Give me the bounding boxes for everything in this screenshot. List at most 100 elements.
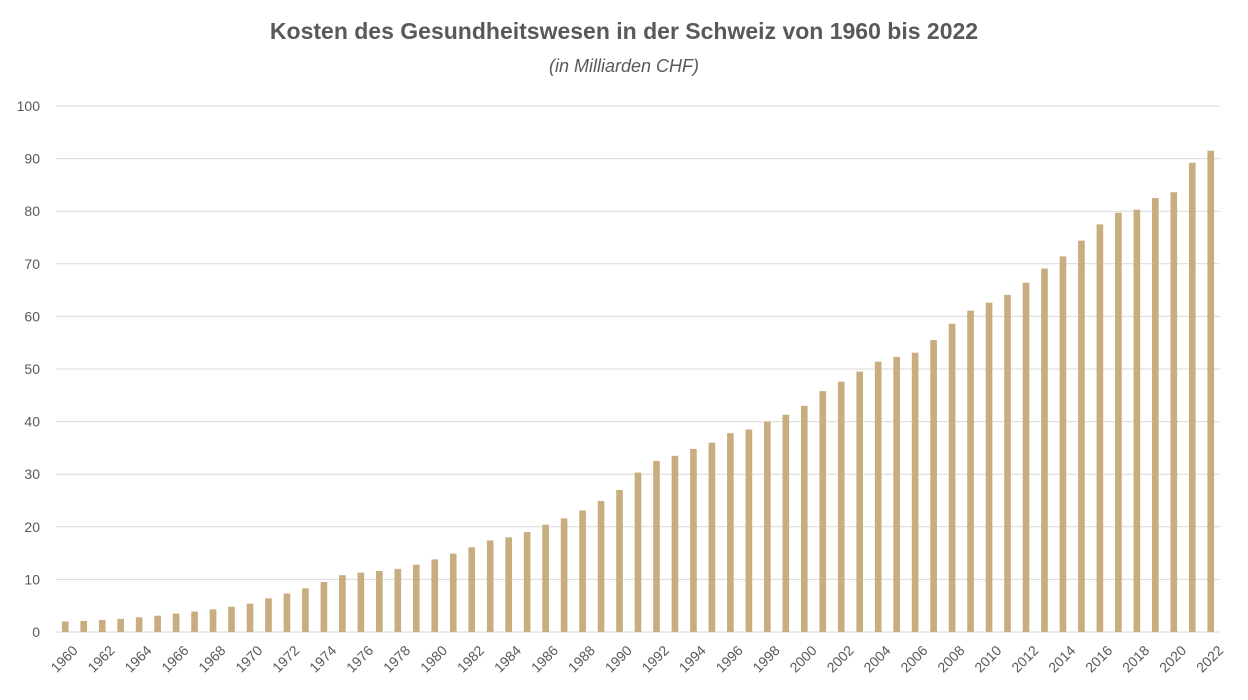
bar-1997 [745, 429, 753, 632]
x-tick-label: 2022 [1193, 642, 1226, 675]
bar-1996 [727, 433, 734, 632]
x-tick-label: 2016 [1082, 642, 1115, 675]
x-tick-label: 1978 [380, 642, 413, 675]
bar-1962 [98, 619, 106, 632]
y-axis-ticks: 0 10 20 30 40 50 60 70 80 90 100 [17, 98, 41, 640]
bar-1994 [690, 448, 697, 632]
bar-1960 [61, 621, 69, 632]
bar-1967 [191, 611, 198, 632]
x-tick-label: 1980 [417, 642, 450, 675]
x-tick-label: 1984 [491, 642, 524, 675]
bar-1972 [283, 593, 291, 632]
bar-1983 [486, 540, 494, 632]
y-tick-label: 90 [24, 151, 40, 167]
x-tick-label: 2008 [934, 642, 967, 675]
bar-1974 [320, 582, 328, 632]
bar-2003 [856, 371, 864, 632]
bar-1980 [431, 559, 439, 632]
x-tick-label: 1960 [47, 642, 80, 675]
bar-1982 [468, 547, 476, 632]
bar-2015 [1078, 240, 1085, 632]
bar-1984 [505, 537, 512, 632]
chart-subtitle: (in Milliarden CHF) [548, 56, 700, 76]
x-tick-label: 1994 [676, 642, 709, 675]
bar-1973 [302, 588, 309, 632]
bar-2006 [911, 352, 919, 632]
bar-1979 [412, 564, 420, 632]
x-axis-ticks: 1960 1962 1964 1966 1968 1970 1972 1974 1976 1978… [47, 642, 1226, 675]
bar-1963 [117, 618, 124, 632]
x-tick-label: 1966 [158, 642, 191, 675]
bar-1969 [228, 606, 235, 632]
bar-2007 [930, 340, 937, 632]
bars [61, 150, 1215, 633]
bar-1987 [560, 518, 568, 632]
x-tick-label: 1996 [713, 642, 746, 675]
x-tick-label: 1992 [639, 642, 672, 675]
x-tick-label: 2006 [897, 642, 930, 675]
bar-2020 [1170, 192, 1178, 632]
bar-2013 [1041, 268, 1048, 632]
bar-1986 [542, 524, 549, 632]
bar-2001 [819, 391, 827, 632]
y-tick-label: 70 [24, 256, 40, 272]
y-tick-label: 100 [17, 98, 41, 114]
bar-1966 [172, 613, 180, 632]
bar-2008 [948, 323, 956, 632]
bar-1971 [265, 598, 272, 632]
bar-2017 [1115, 212, 1122, 632]
bar-2018 [1133, 209, 1141, 632]
bar-1992 [653, 461, 660, 632]
bar-1991 [634, 472, 642, 632]
x-tick-label: 1974 [306, 642, 339, 675]
x-tick-label: 1968 [195, 642, 228, 675]
y-tick-label: 20 [24, 519, 40, 535]
bar-2005 [893, 356, 900, 632]
bar-1990 [616, 489, 623, 632]
bar-1998 [764, 421, 771, 632]
y-tick-label: 40 [24, 414, 40, 430]
bar-2021 [1188, 162, 1196, 633]
bar-2010 [985, 302, 993, 632]
y-tick-label: 0 [32, 624, 40, 640]
x-tick-label: 1982 [454, 642, 487, 675]
bar-1965 [154, 615, 161, 632]
bar-2002 [837, 381, 845, 632]
bar-1995 [708, 442, 716, 632]
chart-title: Kosten des Gesundheitswesen in der Schwe… [269, 18, 979, 44]
x-tick-label: 2000 [786, 642, 819, 675]
x-tick-label: 1964 [121, 642, 154, 675]
bar-1964 [135, 617, 143, 632]
bar-1970 [246, 603, 254, 632]
bar-1976 [357, 572, 365, 632]
bar-2009 [967, 310, 974, 632]
x-tick-label: 1976 [343, 642, 376, 675]
bar-2022 [1207, 150, 1215, 632]
y-tick-label: 30 [24, 466, 40, 482]
bar-1975 [339, 575, 346, 632]
x-tick-label: 2020 [1156, 642, 1189, 675]
bar-1968 [209, 609, 217, 632]
y-tick-label: 60 [24, 308, 40, 324]
bar-2004 [874, 361, 882, 632]
bar-2011 [1004, 294, 1011, 632]
bar-2014 [1059, 256, 1067, 632]
x-tick-label: 1990 [602, 642, 635, 675]
y-tick-label: 10 [24, 571, 40, 587]
x-tick-label: 2014 [1045, 642, 1078, 675]
x-tick-label: 1970 [232, 642, 265, 675]
x-tick-label: 2018 [1119, 642, 1152, 675]
x-tick-label: 1972 [269, 642, 302, 675]
bar-1985 [523, 532, 531, 632]
x-tick-label: 2004 [860, 642, 893, 675]
bar-2000 [800, 405, 808, 632]
bar-1999 [782, 414, 790, 632]
bar-1988 [579, 510, 586, 632]
bar-1989 [597, 501, 605, 632]
bar-2012 [1022, 282, 1030, 632]
bar-1993 [671, 455, 679, 632]
bar-1981 [449, 553, 457, 632]
x-tick-label: 2002 [823, 642, 856, 675]
